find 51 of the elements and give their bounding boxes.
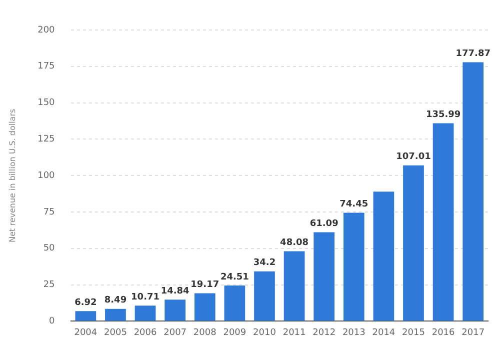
y-tick-label: 175 xyxy=(38,62,55,72)
data-label: 135.99 xyxy=(426,110,461,120)
bar xyxy=(314,232,335,321)
x-tick-label: 2012 xyxy=(312,328,336,338)
bar xyxy=(164,300,186,321)
x-tick-label: 2017 xyxy=(462,328,485,338)
data-label: 177.87 xyxy=(456,49,490,60)
y-tick-label: 125 xyxy=(38,134,55,145)
bar xyxy=(462,62,484,321)
bar xyxy=(224,286,246,321)
data-label: 48.08 xyxy=(280,238,309,248)
bar xyxy=(105,308,126,321)
data-label: 10.71 xyxy=(131,292,160,302)
data-label: 34.2 xyxy=(253,258,276,268)
bar xyxy=(194,293,216,321)
x-tick-label: 2013 xyxy=(342,328,366,338)
bar xyxy=(343,212,364,321)
x-tick-label: 2006 xyxy=(134,328,158,338)
x-tick-label: 2016 xyxy=(432,328,456,338)
y-tick-label: 25 xyxy=(43,280,55,290)
x-tick-label: 2011 xyxy=(282,328,306,338)
x-tick-label: 2007 xyxy=(164,328,187,338)
data-label: 8.49 xyxy=(104,296,127,306)
bar xyxy=(254,271,275,321)
data-label: 24.51 xyxy=(220,272,249,282)
y-tick-label: 150 xyxy=(38,98,56,108)
bar xyxy=(403,165,424,321)
bar xyxy=(284,251,305,321)
bar xyxy=(432,123,454,321)
bar xyxy=(134,306,156,321)
data-label: 14.84 xyxy=(160,286,190,296)
data-label: 61.09 xyxy=(310,219,338,230)
x-tick-label: 2014 xyxy=(372,328,396,338)
data-label: 107.01 xyxy=(396,152,431,162)
y-axis-title: Net revenue in billion U.S. dollars xyxy=(8,108,17,242)
x-tick-label: 2015 xyxy=(402,328,425,338)
y-tick-label: 50 xyxy=(43,244,56,254)
bar xyxy=(373,192,394,321)
data-label: 19.17 xyxy=(190,280,220,290)
bar xyxy=(75,311,96,321)
data-label: 74.45 xyxy=(340,200,368,210)
data-label: 6.92 xyxy=(74,298,97,308)
y-tick-label: 75 xyxy=(43,207,55,218)
y-tick-label: 200 xyxy=(38,25,56,36)
x-tick-label: 2008 xyxy=(193,328,217,338)
x-tick-label: 2004 xyxy=(74,328,98,338)
x-tick-label: 2009 xyxy=(223,328,246,338)
x-tick-label: 2005 xyxy=(104,328,127,338)
y-tick-label: 100 xyxy=(38,170,56,181)
y-tick-label: 0 xyxy=(49,316,56,327)
x-tick-label: 2010 xyxy=(253,328,276,338)
